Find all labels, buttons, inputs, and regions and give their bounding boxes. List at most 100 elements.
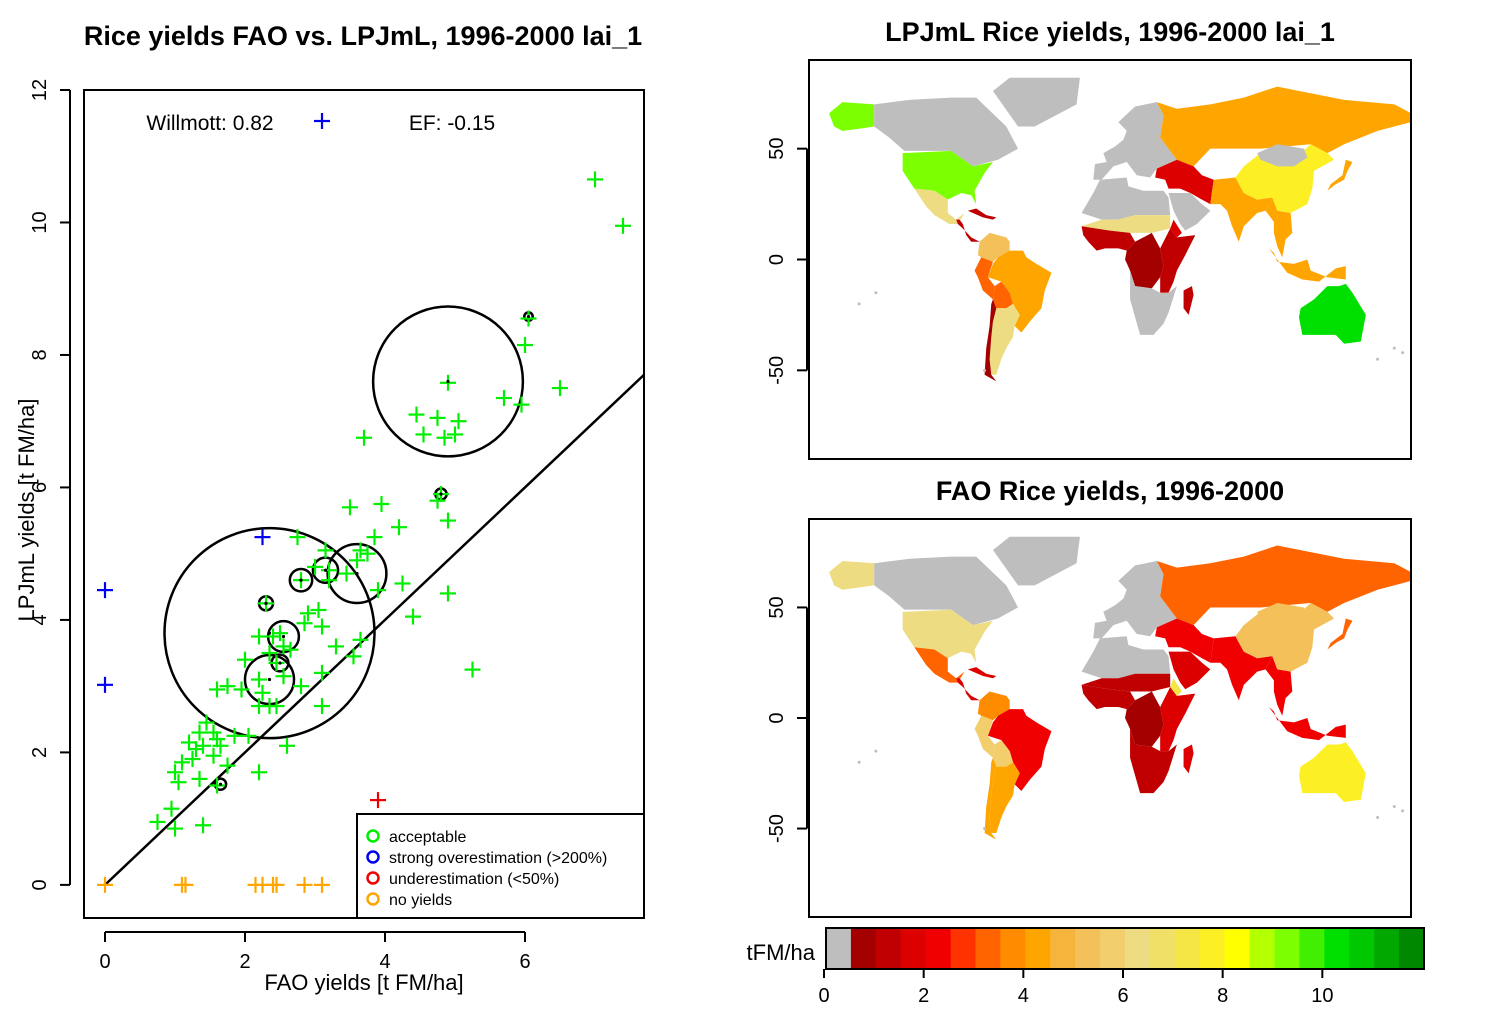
y-tick-label: 2 [29,747,51,758]
x-tick-label: 2 [239,951,250,973]
data-point [352,631,369,648]
scatter-xlabel: FAO yields [t FM/ha] [264,970,463,995]
region-central-africa [1125,232,1164,289]
scatter-legend: acceptable strong overestimation (>200%) u… [356,813,645,919]
data-point [307,558,323,575]
island [857,760,861,764]
map-lpjml [829,77,1411,382]
reference-line [104,373,644,886]
data-point [314,698,330,715]
bubble-center [281,634,286,639]
region-japan [1327,618,1353,650]
colorbar-bin [950,928,976,969]
region-indonesia [1268,706,1346,741]
colorbar-tick-label: 8 [1217,985,1228,1007]
map-y-tick-label: -50 [766,814,788,843]
colorbar-bin [1050,928,1076,969]
data-point [198,714,215,731]
region-mongolia [1257,603,1308,626]
region-central-africa [1125,691,1164,747]
region-canada [874,556,1019,626]
region-middle-east [1155,159,1214,205]
map-fao [829,536,1411,840]
data-point [163,800,180,817]
colorbar-bin [1399,928,1425,969]
colorbar-tick-label: 2 [918,985,929,1007]
colorbar-frame [825,927,1425,970]
bubble-center [278,661,282,665]
y-tick-label: 8 [29,349,51,360]
data-point [97,676,113,693]
colorbar-bin [1100,928,1126,969]
region-europe [1093,102,1177,180]
island [1392,804,1396,808]
data-point [338,565,355,582]
willmott-marker [314,113,330,129]
map-fao-frame [808,518,1412,918]
region-india [1210,177,1273,242]
region-north-africa [1081,177,1171,220]
data-point [279,737,295,754]
data-point [415,426,432,443]
scatter-panel: Rice yields FAO vs. LPJmL, 1996-2000 lai… [14,21,645,995]
region-russia [1156,545,1411,626]
scatter-title: Rice yields FAO vs. LPJmL, 1996-2000 lai… [84,21,642,51]
legend-marker [366,871,380,885]
region-west-africa [1081,684,1136,710]
data-point [517,337,533,354]
region-east-africa [1160,228,1196,293]
scatter-ylabel: LPJmL yields [t FM/ha] [14,399,39,622]
data-point [520,310,537,327]
region-greenland [992,77,1080,127]
region-west-africa [1081,226,1136,251]
region-bolivia [992,740,1014,767]
map-panel-lpjml: LPJmL Rice yields, 1996-2000 lai_1 50 0 -5… [766,17,1412,460]
bubble-circle [213,777,228,792]
region-usa [902,150,993,205]
data-point [254,684,271,701]
bubble-center [267,631,272,635]
colorbar-label: tFM/ha [747,940,816,965]
data-point [265,628,281,645]
data-point [275,668,292,685]
data-point [408,406,425,423]
colorbar-bin [925,928,952,969]
data-point [314,664,330,681]
data-point [429,492,446,509]
y-tick-label: 4 [29,614,51,625]
island [983,827,987,831]
region-china [1235,144,1335,213]
region-madagascar [1183,744,1194,774]
island [983,368,987,372]
data-point [237,651,253,668]
data-point [296,615,313,632]
data-point [436,429,453,446]
region-arabia [1168,651,1211,690]
legend-label: acceptable [389,829,466,846]
data-point [356,429,372,446]
data-point [97,876,113,893]
data-point [429,409,446,426]
data-point [352,542,369,559]
island [857,302,861,306]
data-point [177,876,194,893]
y-tick-label: 10 [29,211,51,233]
region-southern-africa [1130,729,1177,794]
bubble-circle [371,305,525,458]
map-lpjml-frame [808,59,1412,460]
colorbar-tick-label: 4 [1018,985,1029,1007]
region-indonesia [1268,248,1346,282]
data-point [342,499,358,516]
data-point [251,764,267,781]
data-point [181,734,197,751]
data-point [219,678,236,695]
region-colombia-venezuela [977,232,1010,262]
legend-label: underestimation (<50%) [389,871,559,888]
island [1376,357,1380,361]
data-point [209,731,225,748]
ef-annotation: EF: -0.15 [409,112,495,135]
region-russia [1156,86,1411,167]
region-mexico [914,647,965,683]
region-central-america [956,678,980,701]
data-point [188,741,204,758]
